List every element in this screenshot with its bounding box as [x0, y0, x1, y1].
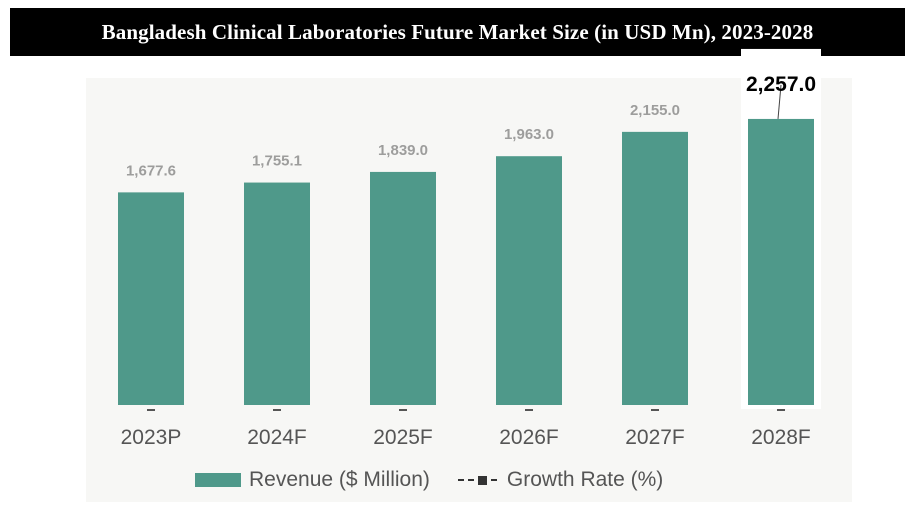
- x-tick-label-2024F: 2024F: [247, 426, 307, 449]
- bar-2026F: [496, 156, 562, 405]
- chart-panel: [86, 78, 852, 502]
- data-label-leader: [777, 84, 782, 119]
- revenue-legend-label: Revenue ($ Million): [249, 468, 430, 491]
- growth-marker-2023P: [147, 409, 155, 411]
- x-tick-label-2027F: 2027F: [625, 426, 685, 449]
- bar-2028F: [748, 118, 814, 406]
- bar-2024F: [244, 182, 310, 405]
- x-tick-label-2026F: 2026F: [499, 426, 559, 449]
- chart-title: Bangladesh Clinical Laboratories Future …: [101, 19, 814, 44]
- bar-2027F: [622, 131, 688, 405]
- x-tick-label-2028F: 2028F: [751, 426, 811, 449]
- data-label-2023P: 1,677.6: [126, 162, 176, 179]
- growth-marker-2027F: [651, 409, 659, 411]
- growth-legend-label: Growth Rate (%): [506, 468, 664, 491]
- x-tick-label-2025F: 2025F: [373, 426, 433, 449]
- growth-legend-marker: [457, 475, 497, 485]
- data-label-2025F: 1,839.0: [378, 142, 428, 159]
- chart-title-bar: Bangladesh Clinical Laboratories Future …: [10, 8, 905, 56]
- growth-marker-2024F: [273, 409, 281, 411]
- growth-marker-2026F: [525, 409, 533, 411]
- bar-2023P: [118, 192, 184, 405]
- growth-marker-2025F: [399, 409, 407, 411]
- x-tick-label-2023P: 2023P: [121, 426, 182, 449]
- bar-2025F: [370, 171, 436, 405]
- data-label-2026F: 1,963.0: [504, 126, 554, 143]
- data-label-2028F: 2,257.0: [746, 73, 816, 96]
- revenue-legend-swatch: [195, 473, 241, 487]
- chart-legend: Revenue ($ Million) Growth Rate (%): [195, 468, 663, 492]
- data-label-2024F: 1,755.1: [252, 153, 302, 170]
- growth-marker-2028F: [777, 409, 785, 411]
- data-label-2027F: 2,155.0: [630, 102, 680, 119]
